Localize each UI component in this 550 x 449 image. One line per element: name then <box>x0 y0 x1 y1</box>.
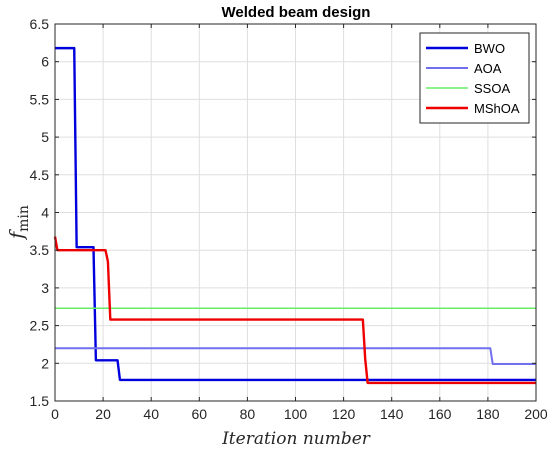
y-tick-label: 5.5 <box>30 91 50 107</box>
series-line-aoa <box>55 347 536 366</box>
y-axis-label-subscript: min <box>16 205 32 232</box>
legend-item-bwo: BWO <box>426 41 505 56</box>
y-tick-label: 4.5 <box>30 167 50 183</box>
y-tick-label: 1.5 <box>30 393 50 409</box>
x-tick-label: 180 <box>476 406 500 422</box>
x-axis-label: Iteration number <box>221 429 371 449</box>
legend-label: BWO <box>474 41 505 56</box>
y-tick-label: 6 <box>41 54 49 70</box>
x-tick-label: 200 <box>524 406 548 422</box>
y-tick-label: 6.5 <box>30 16 50 32</box>
y-axis-label-text: fmin <box>6 205 32 241</box>
y-tick-label: 2 <box>41 355 49 371</box>
legend-item-aoa: AOA <box>426 61 502 76</box>
y-axis-label: fmin <box>6 205 32 241</box>
x-tick-label: 160 <box>428 406 452 422</box>
series-line-mshoa <box>53 236 536 385</box>
x-tick-label: 140 <box>380 406 404 422</box>
y-tick-label: 3.5 <box>30 242 50 258</box>
x-tick-label: 60 <box>192 406 208 422</box>
legend-label: AOA <box>474 61 502 76</box>
legend-label: SSOA <box>474 81 510 96</box>
series-layer <box>53 46 536 385</box>
y-axis-ticks: 1.5 2 2.5 3 3.5 4 4.5 5 5.5 6 6.5 <box>30 16 536 409</box>
chart-title: Welded beam design <box>222 4 371 21</box>
x-tick-label: 100 <box>284 406 308 422</box>
y-tick-label: 4 <box>41 205 49 221</box>
x-tick-label: 80 <box>240 406 256 422</box>
y-tick-label: 2.5 <box>30 318 50 334</box>
legend-item-ssoa: SSOA <box>426 81 510 96</box>
legend-item-mshoa: MShOA <box>426 101 520 116</box>
y-tick-label: 3 <box>41 280 49 296</box>
legend: BWO AOA SSOA MShOA <box>419 32 530 124</box>
legend-label: MShOA <box>474 101 520 116</box>
x-tick-label: 40 <box>143 406 159 422</box>
x-axis-ticks: 0 20 40 60 80 100 120 140 160 180 200 <box>51 24 548 422</box>
y-tick-label: 5 <box>41 129 49 145</box>
x-tick-label: 120 <box>332 406 356 422</box>
x-tick-label: 20 <box>95 406 111 422</box>
series-line-bwo <box>55 46 536 382</box>
y-axis-label-main: f <box>6 229 28 241</box>
x-tick-label: 0 <box>51 406 59 422</box>
